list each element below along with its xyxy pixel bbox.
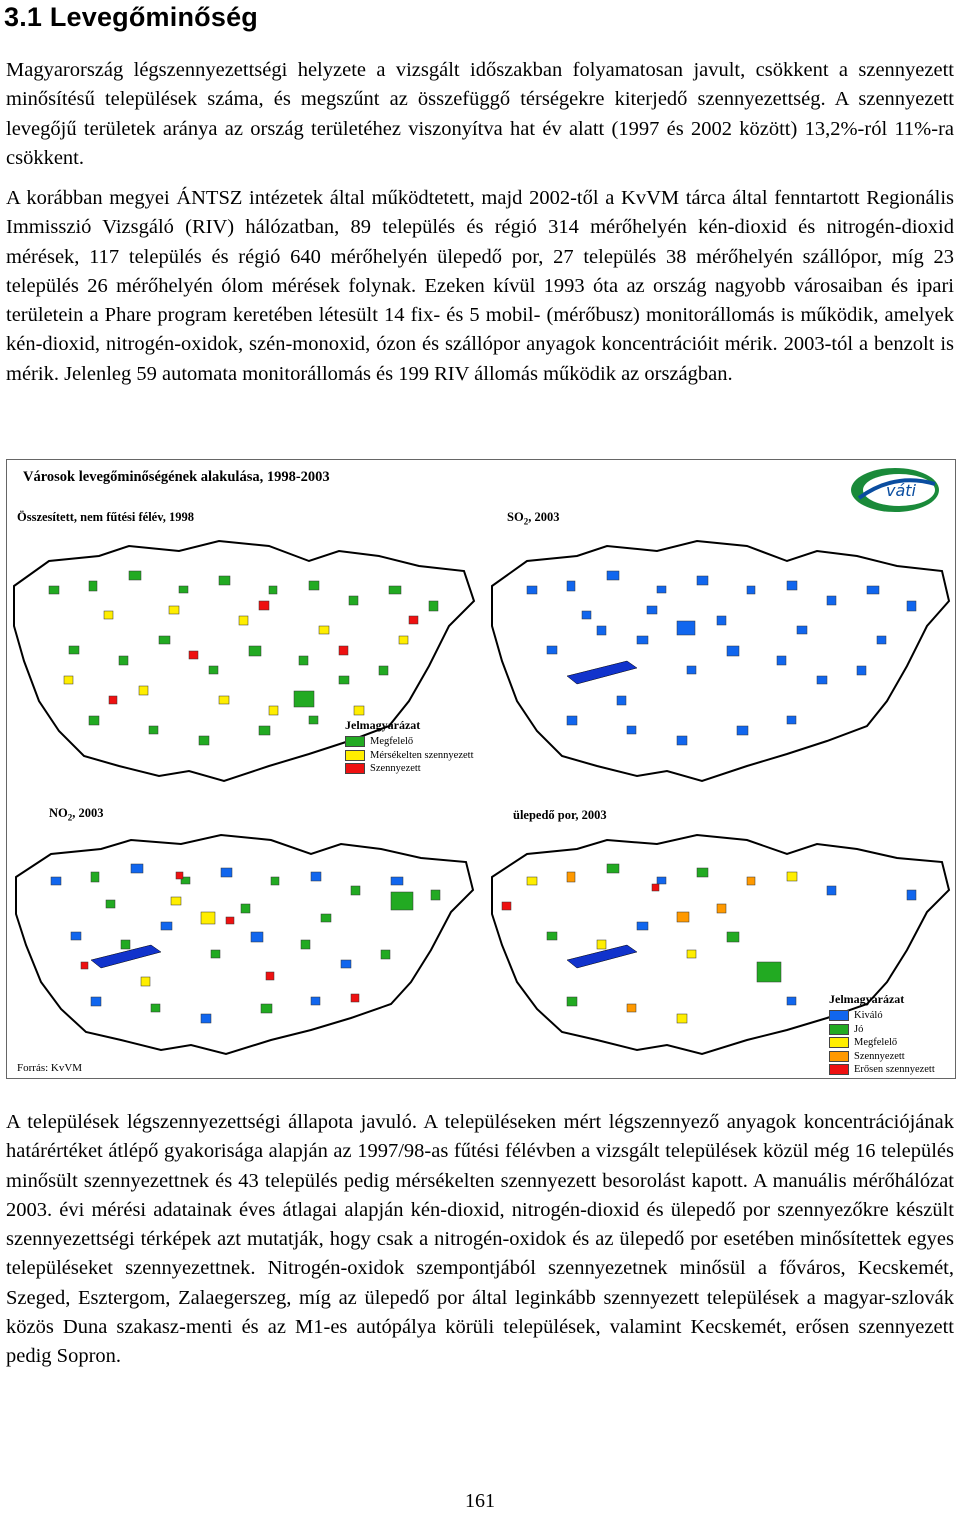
figure-source: Forrás: KvVM bbox=[17, 1062, 83, 1074]
map-label-so2-2003: SO2, 2003 bbox=[507, 510, 560, 527]
map-combined-green-spots bbox=[48, 570, 439, 746]
map-combined-1998 bbox=[13, 539, 476, 783]
legend-item-erosen: Erősen szennyezett bbox=[829, 1063, 935, 1077]
legend-item-megfelelo: Megfelelő bbox=[345, 735, 474, 749]
swatch-red bbox=[345, 763, 365, 775]
legend-item-mersekelten: Mérsékelten szennyezett bbox=[345, 749, 474, 763]
swatch-green bbox=[345, 736, 365, 748]
page-number: 161 bbox=[465, 1490, 495, 1512]
map-dust-orange-spots bbox=[566, 871, 756, 1013]
map-dust-red-spots bbox=[501, 883, 660, 911]
map-no2-blue-spots bbox=[50, 863, 404, 1024]
map-no2-green-spots bbox=[90, 871, 441, 1014]
lake-balaton bbox=[566, 944, 638, 969]
svg-text:váti: váti bbox=[886, 481, 917, 500]
map-dust-blue-spots bbox=[636, 876, 917, 1006]
legend-item-kivalo: Kiváló bbox=[829, 1009, 935, 1023]
legend-combined-title: Jelmagyarázat bbox=[345, 718, 421, 732]
figure-title: Városok levegőminőségének alakulása, 199… bbox=[23, 469, 330, 485]
map-so2-blue-spots bbox=[526, 570, 917, 746]
map-dust-yellow-spots bbox=[526, 871, 798, 1024]
legend-combined: Jelmagyarázat Megfelelő Mérsékelten szen… bbox=[345, 718, 474, 776]
legend-item-szennyezett: Szennyezett bbox=[345, 762, 474, 776]
paragraph-network: A korábban megyei ÁNTSZ intézetek által … bbox=[6, 187, 954, 385]
map-dust-2003 bbox=[491, 833, 951, 1056]
swatch-yellow bbox=[829, 1037, 849, 1049]
swatch-orange bbox=[829, 1050, 849, 1062]
map-so2-2003 bbox=[491, 539, 951, 783]
map-label-dust-2003: ülepedő por, 2003 bbox=[513, 808, 607, 822]
swatch-red bbox=[829, 1064, 849, 1076]
swatch-blue bbox=[829, 1010, 849, 1022]
map-combined-red-spots bbox=[108, 600, 419, 705]
legend-dust: Jelmagyarázat Kiváló Jó Megfelelő Szenny… bbox=[829, 992, 935, 1077]
vati-logo: váti bbox=[851, 468, 939, 512]
map-no2-red-spots bbox=[80, 871, 360, 1003]
map-no2-yellow-spots bbox=[140, 896, 216, 987]
map-combined-yellow-spots bbox=[63, 605, 409, 716]
legend-item-szennyezett: Szennyezett bbox=[829, 1050, 935, 1064]
lake-balaton bbox=[90, 944, 162, 969]
map-no2-2003 bbox=[15, 833, 475, 1056]
map-label-no2-2003: NO2, 2003 bbox=[49, 806, 104, 823]
legend-item-jo: Jó bbox=[829, 1023, 935, 1037]
lake-balaton bbox=[566, 660, 638, 685]
legend-dust-title: Jelmagyarázat bbox=[829, 992, 905, 1006]
air-quality-figure: Városok levegőminőségének alakulása, 199… bbox=[6, 459, 956, 1079]
paragraph-status: A települések légszennyezettségi állapot… bbox=[6, 1111, 954, 1368]
swatch-yellow bbox=[345, 749, 365, 761]
legend-item-megfelelo: Megfelelő bbox=[829, 1036, 935, 1050]
map-dust-green-spots bbox=[546, 863, 782, 1007]
paragraph-intro: Magyarország légszennyezettségi helyzete… bbox=[6, 59, 954, 169]
section-heading: 3.1 Levegőminőség bbox=[4, 2, 258, 32]
map-label-combined-1998: Összesített, nem fűtési félév, 1998 bbox=[17, 510, 195, 524]
swatch-green bbox=[829, 1023, 849, 1035]
